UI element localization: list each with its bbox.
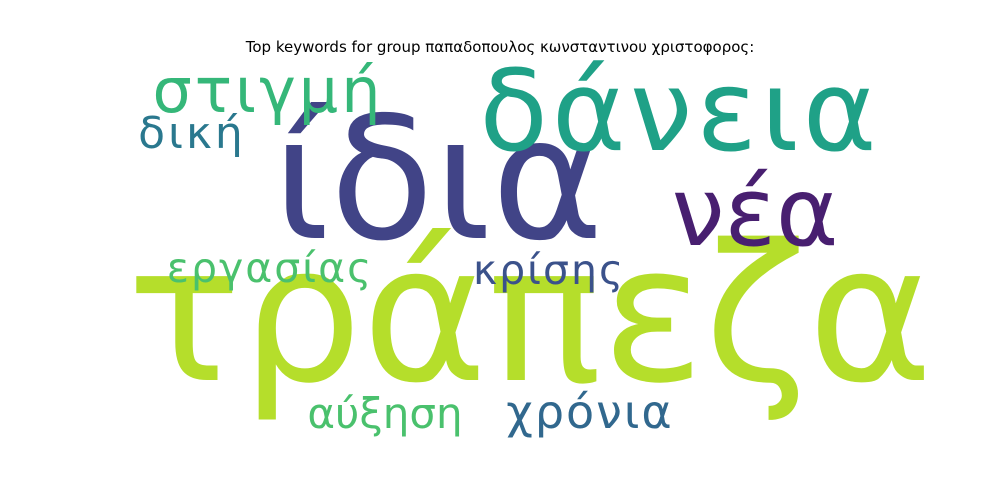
word-5: στιγμή: [152, 54, 383, 127]
word-4: νέα: [671, 158, 838, 268]
word-2: ίδια: [272, 81, 603, 279]
chart-title: Top keywords for group παπαδοπουλος κωνσ…: [245, 38, 755, 56]
word-7: δική: [138, 108, 246, 159]
word-8: εργασίας: [167, 244, 373, 292]
word-6: χρόνια: [506, 385, 674, 439]
word-10: αύξηση: [307, 389, 462, 438]
word-1: τράπεζα: [127, 204, 933, 425]
word-9: κρίσης: [473, 246, 625, 294]
word-3: δάνεια: [479, 47, 880, 177]
